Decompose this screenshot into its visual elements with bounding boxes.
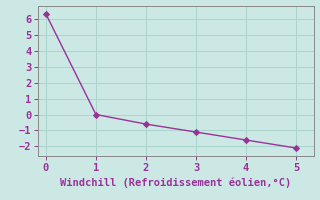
X-axis label: Windchill (Refroidissement éolien,°C): Windchill (Refroidissement éolien,°C) xyxy=(60,177,292,188)
